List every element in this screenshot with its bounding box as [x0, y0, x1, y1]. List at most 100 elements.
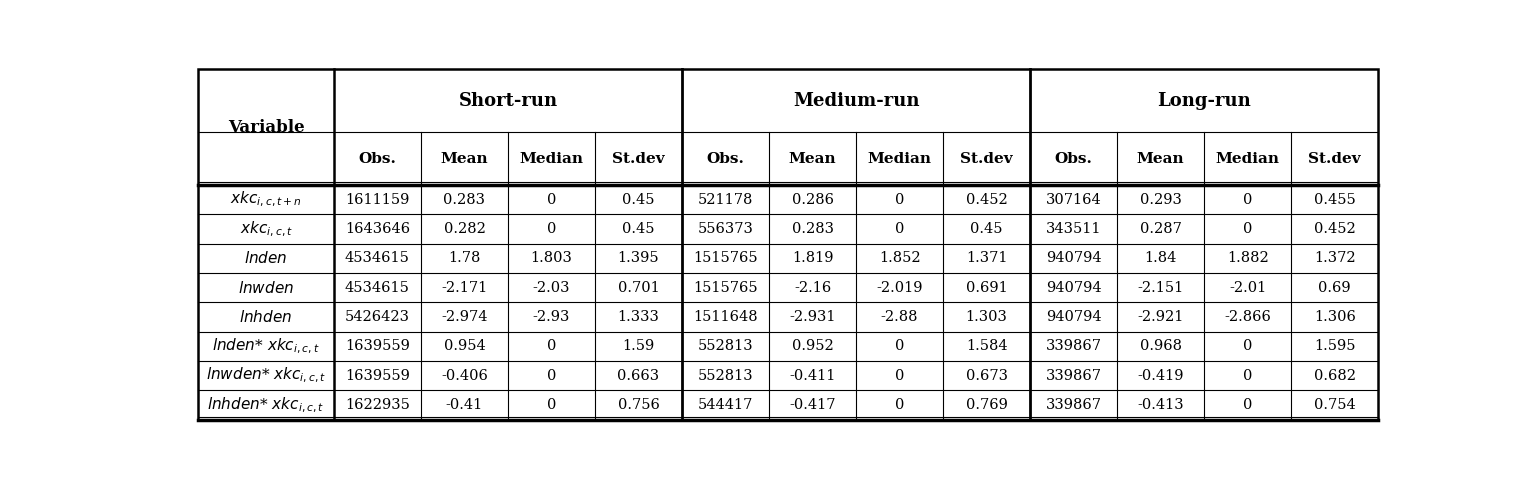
Text: 1511648: 1511648: [694, 310, 758, 324]
Text: 1.584: 1.584: [966, 339, 1007, 353]
Text: 0.283: 0.283: [443, 193, 486, 207]
Text: 1.333: 1.333: [618, 310, 660, 324]
Text: 0.954: 0.954: [443, 339, 486, 353]
Text: 1.595: 1.595: [1313, 339, 1355, 353]
Text: 544417: 544417: [698, 398, 754, 412]
Text: 0.69: 0.69: [1318, 281, 1350, 295]
Text: 0.452: 0.452: [966, 193, 1007, 207]
Text: 1.882: 1.882: [1227, 251, 1269, 265]
Text: -2.03: -2.03: [532, 281, 571, 295]
Text: -2.93: -2.93: [532, 310, 571, 324]
Text: -2.88: -2.88: [881, 310, 918, 324]
Text: 1.306: 1.306: [1313, 310, 1355, 324]
Text: 4534615: 4534615: [345, 281, 409, 295]
Text: 0: 0: [895, 369, 904, 382]
Text: -2.931: -2.931: [789, 310, 835, 324]
Text: 0.452: 0.452: [1313, 222, 1355, 236]
Text: 1.372: 1.372: [1313, 251, 1355, 265]
Text: 0.293: 0.293: [1140, 193, 1181, 207]
Text: 307164: 307164: [1046, 193, 1101, 207]
Text: 1622935: 1622935: [345, 398, 409, 412]
Text: 0: 0: [1243, 369, 1252, 382]
Text: 0: 0: [548, 369, 557, 382]
Text: -2.866: -2.866: [1224, 310, 1270, 324]
Text: 1.395: 1.395: [618, 251, 660, 265]
Text: 0.287: 0.287: [1140, 222, 1181, 236]
Text: St.dev: St.dev: [1309, 151, 1361, 166]
Text: Medium-run: Medium-run: [792, 92, 920, 110]
Text: 0.45: 0.45: [970, 222, 1003, 236]
Text: -2.01: -2.01: [1229, 281, 1266, 295]
Text: 343511: 343511: [1046, 222, 1101, 236]
Text: 0.682: 0.682: [1313, 369, 1355, 382]
Text: Obs.: Obs.: [706, 151, 744, 166]
Text: $\bf\it{lnhden}$: $\bf\it{lnhden}$: [240, 309, 292, 325]
Text: 0.968: 0.968: [1140, 339, 1181, 353]
Text: -0.406: -0.406: [441, 369, 488, 382]
Text: 0: 0: [548, 398, 557, 412]
Text: 0.701: 0.701: [618, 281, 660, 295]
Text: 0: 0: [1243, 339, 1252, 353]
Text: 1.819: 1.819: [792, 251, 834, 265]
Text: Variable: Variable: [228, 119, 305, 136]
Text: St.dev: St.dev: [960, 151, 1014, 166]
Text: 940794: 940794: [1046, 281, 1101, 295]
Text: -2.921: -2.921: [1138, 310, 1184, 324]
Text: 0: 0: [548, 193, 557, 207]
Text: 1643646: 1643646: [345, 222, 411, 236]
Text: 1.84: 1.84: [1144, 251, 1177, 265]
Text: -2.171: -2.171: [441, 281, 488, 295]
Text: $\bf\it{lnwden}$: $\bf\it{lnwden}$: [238, 280, 294, 296]
Text: -0.417: -0.417: [789, 398, 835, 412]
Text: 1.78: 1.78: [448, 251, 481, 265]
Text: 0.663: 0.663: [617, 369, 660, 382]
Text: 0.769: 0.769: [966, 398, 1007, 412]
Text: $\bf\it{xkc}$$_{\rm\it{i,c,t}}$: $\bf\it{xkc}$$_{\rm\it{i,c,t}}$: [240, 219, 292, 239]
Text: 0.282: 0.282: [443, 222, 486, 236]
Text: 0.754: 0.754: [1313, 398, 1355, 412]
Text: 552813: 552813: [698, 369, 754, 382]
Text: 1639559: 1639559: [345, 369, 409, 382]
Text: -0.41: -0.41: [446, 398, 483, 412]
Text: 0: 0: [548, 222, 557, 236]
Text: 1.371: 1.371: [966, 251, 1007, 265]
Text: 0.691: 0.691: [966, 281, 1007, 295]
Text: Median: Median: [1215, 151, 1280, 166]
Text: Short-run: Short-run: [458, 92, 558, 110]
Text: Obs.: Obs.: [358, 151, 397, 166]
Text: 339867: 339867: [1046, 369, 1101, 382]
Text: 0: 0: [895, 339, 904, 353]
Text: Median: Median: [867, 151, 932, 166]
Text: 0.45: 0.45: [623, 222, 655, 236]
Text: 0: 0: [1243, 222, 1252, 236]
Text: 0: 0: [1243, 398, 1252, 412]
Text: 0.286: 0.286: [792, 193, 834, 207]
Text: 0: 0: [548, 339, 557, 353]
Text: -0.413: -0.413: [1138, 398, 1184, 412]
Text: 556373: 556373: [698, 222, 754, 236]
Text: 0.673: 0.673: [966, 369, 1007, 382]
Text: -0.411: -0.411: [789, 369, 835, 382]
Text: 940794: 940794: [1046, 310, 1101, 324]
Text: $\bf\it{lnden}$* $\bf\it{xkc}$$_{\rm\it{i,c,t}}$: $\bf\it{lnden}$* $\bf\it{xkc}$$_{\rm\it{…: [212, 336, 320, 356]
Text: -2.16: -2.16: [794, 281, 831, 295]
Text: 1.852: 1.852: [878, 251, 920, 265]
Text: Mean: Mean: [789, 151, 837, 166]
Text: 1515765: 1515765: [694, 281, 758, 295]
Text: Median: Median: [520, 151, 583, 166]
Text: 1.803: 1.803: [531, 251, 572, 265]
Text: 0.952: 0.952: [792, 339, 834, 353]
Text: 0: 0: [1243, 193, 1252, 207]
Text: 1515765: 1515765: [694, 251, 758, 265]
Text: 0: 0: [895, 193, 904, 207]
Text: $\bf\it{lnwden}$* $\bf\it{xkc}$$_{\rm\it{i,c,t}}$: $\bf\it{lnwden}$* $\bf\it{xkc}$$_{\rm\it…: [206, 366, 326, 385]
Text: -2.974: -2.974: [441, 310, 488, 324]
Text: Mean: Mean: [441, 151, 488, 166]
Text: 5426423: 5426423: [345, 310, 411, 324]
Text: 521178: 521178: [698, 193, 754, 207]
Text: 1639559: 1639559: [345, 339, 409, 353]
Text: -2.019: -2.019: [877, 281, 923, 295]
Text: $\bf\it{lnden}$: $\bf\it{lnden}$: [245, 250, 288, 266]
Text: 552813: 552813: [698, 339, 754, 353]
Text: 4534615: 4534615: [345, 251, 409, 265]
